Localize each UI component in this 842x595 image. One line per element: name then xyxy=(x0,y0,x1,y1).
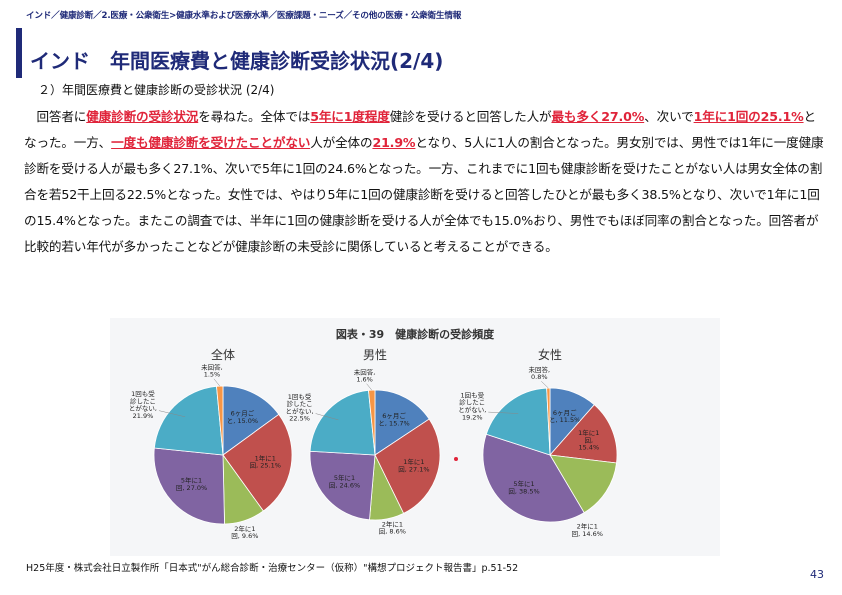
section-subtitle: ２）年間医療費と健康診断の受診状況 (2/4) xyxy=(38,83,275,97)
data-label-2-na: 未回答, 0.8% xyxy=(528,365,550,381)
pie-slice-0-5y xyxy=(153,447,225,525)
data-label-0-6m: 6ヶ月ごと, 15.0% xyxy=(227,409,258,425)
pie-slice-1-5y xyxy=(309,450,376,521)
pie-slice-1-1y xyxy=(374,418,441,514)
pie-name-1: 男性 xyxy=(363,348,387,362)
leader-line-1-na xyxy=(366,383,372,391)
data-label-0-never: 1回も受診したことがない, 21.9% xyxy=(129,389,157,420)
pie-slice-2-2y xyxy=(549,454,617,514)
data-label-2-1y: 1年に1 回, 15.4% xyxy=(578,428,599,452)
pie-slice-0-na xyxy=(216,385,224,456)
pie-slice-1-never xyxy=(309,389,376,456)
data-label-2-never: 1回も受診したことがない, 19.2% xyxy=(458,390,486,421)
data-label-1-never: 1回も受診したことがない, 22.5% xyxy=(286,392,314,423)
data-label-1-5y: 5年に1 回, 24.6% xyxy=(329,473,360,489)
highlight-text: 21.9% xyxy=(372,135,416,150)
data-label-1-6m: 6ヶ月ごと, 15.7% xyxy=(378,411,409,427)
data-label-0-1y: 1年に1 回, 25.1% xyxy=(250,453,281,469)
leader-line-1-never xyxy=(315,413,339,421)
body-paragraph: 回答者に健康診断の受診状況を尋ねた。全体では5年に1度程度健診を受けると回答した… xyxy=(24,104,824,260)
body-text-segment: となり、5人に1人の割合となった。男女別では、男性では1年に一度健康診断を受ける… xyxy=(24,135,824,254)
data-label-2-6m: 6ヶ月ごと, 11.5% xyxy=(549,408,580,424)
data-label-1-na: 未回答, 1.6% xyxy=(354,367,376,383)
highlight-text: 一度も健康診断を受けたことがない xyxy=(111,135,311,150)
body-text-segment: 人が全体の xyxy=(310,135,373,150)
highlight-text: 健康診断の受診状況 xyxy=(86,109,199,124)
body-text-segment: 健診を受けると回答した人が xyxy=(389,109,552,124)
body-text-segment: 回答者に xyxy=(24,109,87,124)
body-text-segment: となった。一方、 xyxy=(24,109,816,150)
highlight-text: 5年に1度程度 xyxy=(310,109,390,124)
breadcrumb: インド／健康診断／2.医療・公衆衛生>健康水準および医療水準／医療課題・ニーズ／… xyxy=(26,11,462,21)
data-label-1-2y: 2年に1 回, 8.6% xyxy=(379,519,406,535)
data-label-1-1y: 1年に1 回, 27.1% xyxy=(398,457,429,473)
pie-slice-1-6m xyxy=(374,389,430,456)
title-accent-bar xyxy=(16,28,22,78)
pie-slice-2-1y xyxy=(549,404,618,464)
chart-title: 図表・39 健康診断の受診頻度 xyxy=(336,327,495,341)
data-label-2-5y: 5年に1 回, 38.5% xyxy=(508,479,539,495)
marker-dot xyxy=(454,457,458,461)
data-label-0-na: 未回答, 1.5% xyxy=(201,362,223,378)
page-title: インド 年間医療費と健康診断受診状況(2/4) xyxy=(30,49,444,73)
source-citation: H25年度・株式会社日立製作所「日本式"がん総合診断・治療センター（仮称）"構想… xyxy=(26,563,519,574)
body-text-segment: を尋ねた。全体では xyxy=(198,109,311,124)
highlight-text: 1年に1回の25.1% xyxy=(693,109,804,124)
pie-slice-0-1y xyxy=(222,413,293,512)
page-number: 43 xyxy=(810,568,824,581)
leader-line-0-never xyxy=(158,410,186,418)
pie-chart-figure: 図表・39 健康診断の受診頻度全体 6ヶ月ごと, 15.0% 1年に1 回, 25.1… xyxy=(110,318,720,556)
pie-slice-2-5y xyxy=(482,433,585,523)
data-label-0-2y: 2年に1 回, 9.6% xyxy=(231,524,258,540)
pie-name-2: 女性 xyxy=(538,347,562,362)
pie-slice-2-never xyxy=(485,387,551,456)
pie-slice-0-6m xyxy=(222,385,280,456)
pie-name-0: 全体 xyxy=(211,347,235,362)
leader-line-0-na xyxy=(213,378,220,387)
highlight-text: 最も多く27.0% xyxy=(551,109,645,124)
data-label-0-5y: 5年に1 回, 27.0% xyxy=(176,476,207,492)
leader-line-2-na xyxy=(541,381,549,389)
data-label-2-2y: 2年に1 回, 14.6% xyxy=(572,522,603,538)
leader-line-2-never xyxy=(488,411,519,414)
body-text-segment: 、次いで xyxy=(644,109,694,124)
pie-slice-0-never xyxy=(153,385,224,456)
